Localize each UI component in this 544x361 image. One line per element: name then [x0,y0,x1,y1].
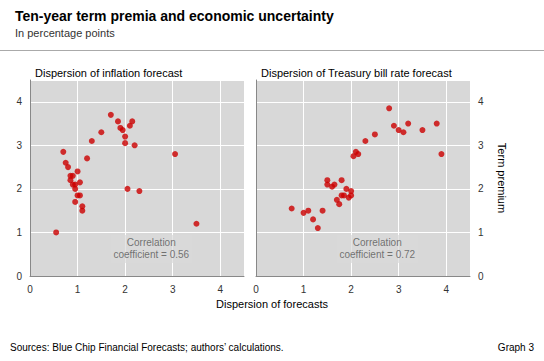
svg-text:3: 3 [478,140,484,151]
svg-text:coefficient = 0.56: coefficient = 0.56 [113,249,189,260]
svg-text:1: 1 [75,284,81,295]
svg-text:3: 3 [16,140,22,151]
svg-text:2: 2 [478,183,484,194]
svg-text:4: 4 [443,284,449,295]
svg-text:Graph 3: Graph 3 [498,342,535,353]
svg-text:1: 1 [478,227,484,238]
svg-text:Sources: Blue Chip Financial F: Sources: Blue Chip Financial Forecasts; … [10,342,284,353]
svg-text:2: 2 [348,284,354,295]
svg-text:coefficient = 0.72: coefficient = 0.72 [339,249,415,260]
svg-text:0: 0 [16,271,22,282]
svg-text:Ten-year term premia and econo: Ten-year term premia and economic uncert… [15,8,334,24]
svg-text:3: 3 [396,284,402,295]
svg-text:2: 2 [122,284,128,295]
svg-text:3: 3 [170,284,176,295]
svg-text:Dispersion of forecasts: Dispersion of forecasts [216,298,328,310]
svg-text:Dispersion of Treasury bill ra: Dispersion of Treasury bill rate forecas… [261,67,452,79]
svg-text:2: 2 [16,183,22,194]
svg-text:4: 4 [16,96,22,107]
svg-text:Term premium: Term premium [496,143,508,213]
svg-text:0: 0 [27,284,33,295]
svg-text:Correlation: Correlation [353,237,402,248]
svg-text:1: 1 [301,284,307,295]
svg-text:4: 4 [478,96,484,107]
svg-text:Correlation: Correlation [127,237,176,248]
svg-text:0: 0 [478,271,484,282]
svg-text:0: 0 [253,284,259,295]
svg-text:In percentage points: In percentage points [15,27,115,39]
svg-text:4: 4 [217,284,223,295]
svg-text:1: 1 [16,227,22,238]
svg-text:Dispersion of inflation foreca: Dispersion of inflation forecast [35,67,182,79]
